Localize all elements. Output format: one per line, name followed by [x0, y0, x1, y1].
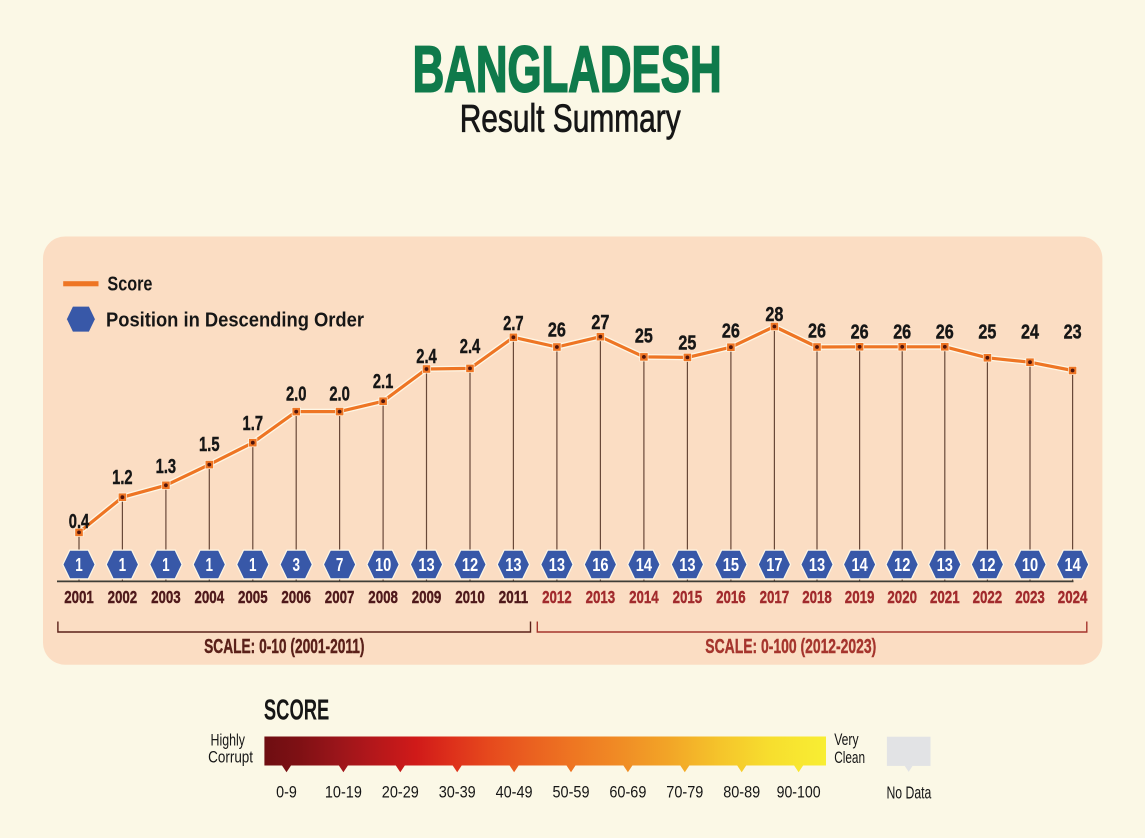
- svg-text:2024: 2024: [1058, 587, 1088, 607]
- svg-text:2023: 2023: [1015, 587, 1045, 607]
- svg-text:2.4: 2.4: [460, 336, 481, 358]
- svg-text:1.7: 1.7: [243, 413, 264, 435]
- svg-text:7: 7: [336, 555, 344, 576]
- svg-text:26: 26: [722, 321, 740, 343]
- svg-text:2.4: 2.4: [416, 346, 437, 368]
- svg-text:SCALE: 0-100 (2012-2023): SCALE: 0-100 (2012-2023): [705, 636, 876, 658]
- svg-text:25: 25: [978, 322, 996, 344]
- svg-text:13: 13: [809, 555, 825, 576]
- svg-text:0-9: 0-9: [276, 783, 297, 802]
- svg-text:24: 24: [1021, 322, 1040, 344]
- svg-text:2022: 2022: [973, 587, 1003, 607]
- svg-text:2017: 2017: [760, 587, 790, 607]
- svg-text:SCALE: 0-10 (2001-2011): SCALE: 0-10 (2001-2011): [204, 636, 364, 658]
- svg-text:Highly: Highly: [211, 730, 246, 749]
- svg-text:2008: 2008: [368, 587, 398, 607]
- svg-text:No Data: No Data: [886, 783, 931, 803]
- svg-text:20-29: 20-29: [382, 783, 419, 802]
- svg-text:0.4: 0.4: [69, 511, 90, 533]
- svg-text:13: 13: [937, 555, 953, 576]
- svg-text:17: 17: [766, 555, 782, 576]
- svg-text:12: 12: [979, 555, 995, 576]
- svg-text:60-69: 60-69: [609, 783, 646, 802]
- svg-text:13: 13: [679, 555, 695, 576]
- svg-text:1: 1: [119, 555, 127, 576]
- svg-text:Position in Descending Order: Position in Descending Order: [106, 309, 364, 331]
- svg-text:2012: 2012: [542, 587, 572, 607]
- svg-text:26: 26: [893, 322, 911, 344]
- svg-text:2015: 2015: [673, 587, 703, 607]
- svg-text:BANGLADESH: BANGLADESH: [413, 33, 722, 106]
- svg-text:2003: 2003: [151, 587, 181, 607]
- svg-text:2013: 2013: [586, 587, 616, 607]
- svg-text:2.7: 2.7: [503, 313, 524, 335]
- svg-text:2009: 2009: [412, 587, 442, 607]
- svg-text:25: 25: [635, 325, 653, 347]
- svg-text:1.2: 1.2: [112, 467, 133, 489]
- svg-text:2018: 2018: [802, 587, 832, 607]
- svg-text:13: 13: [418, 555, 434, 576]
- svg-text:26: 26: [548, 320, 566, 342]
- svg-text:25: 25: [678, 333, 696, 355]
- svg-text:2007: 2007: [325, 587, 355, 607]
- svg-text:2019: 2019: [845, 587, 875, 607]
- svg-text:23: 23: [1064, 322, 1082, 344]
- svg-text:1: 1: [249, 555, 257, 576]
- svg-text:40-49: 40-49: [496, 783, 533, 802]
- svg-text:28: 28: [765, 304, 783, 326]
- svg-text:10-19: 10-19: [325, 783, 362, 802]
- svg-text:26: 26: [936, 322, 954, 344]
- svg-text:26: 26: [808, 321, 826, 343]
- svg-text:2004: 2004: [195, 587, 225, 607]
- svg-text:2001: 2001: [64, 587, 94, 607]
- svg-text:1: 1: [75, 555, 83, 576]
- svg-text:2005: 2005: [238, 587, 268, 607]
- svg-text:27: 27: [591, 312, 609, 334]
- svg-text:2.0: 2.0: [329, 383, 350, 405]
- svg-text:1.5: 1.5: [199, 434, 220, 456]
- svg-text:10: 10: [1022, 555, 1038, 576]
- svg-text:13: 13: [549, 555, 565, 576]
- svg-text:2016: 2016: [716, 587, 746, 607]
- svg-text:Clean: Clean: [834, 748, 865, 767]
- svg-text:2.0: 2.0: [286, 383, 307, 405]
- svg-text:90-100: 90-100: [777, 783, 821, 802]
- svg-text:1.3: 1.3: [156, 456, 177, 478]
- svg-text:3: 3: [292, 555, 300, 576]
- svg-text:12: 12: [462, 555, 478, 576]
- svg-text:70-79: 70-79: [666, 783, 703, 802]
- svg-text:50-59: 50-59: [553, 783, 590, 802]
- svg-text:1: 1: [162, 555, 170, 576]
- svg-text:Score: Score: [107, 274, 152, 296]
- svg-text:2011: 2011: [499, 587, 529, 607]
- svg-text:2020: 2020: [887, 587, 917, 607]
- svg-text:14: 14: [1064, 555, 1081, 576]
- svg-text:SCORE: SCORE: [264, 694, 329, 726]
- svg-text:10: 10: [375, 555, 391, 576]
- svg-text:15: 15: [723, 555, 739, 576]
- svg-text:2002: 2002: [108, 587, 138, 607]
- svg-text:14: 14: [636, 555, 653, 576]
- svg-text:2014: 2014: [629, 587, 659, 607]
- svg-text:Corrupt: Corrupt: [208, 748, 253, 767]
- svg-text:2.1: 2.1: [373, 371, 394, 393]
- svg-text:26: 26: [851, 322, 869, 344]
- svg-text:14: 14: [851, 555, 868, 576]
- svg-text:Result Summary: Result Summary: [460, 97, 682, 140]
- svg-text:80-89: 80-89: [723, 783, 760, 802]
- svg-text:12: 12: [894, 555, 910, 576]
- svg-text:13: 13: [505, 555, 521, 576]
- svg-text:2010: 2010: [455, 587, 485, 607]
- svg-text:1: 1: [206, 555, 214, 576]
- svg-text:2006: 2006: [281, 587, 311, 607]
- svg-text:Very: Very: [834, 730, 859, 749]
- svg-text:16: 16: [592, 555, 608, 576]
- svg-text:2021: 2021: [930, 587, 960, 607]
- svg-text:30-39: 30-39: [439, 783, 476, 802]
